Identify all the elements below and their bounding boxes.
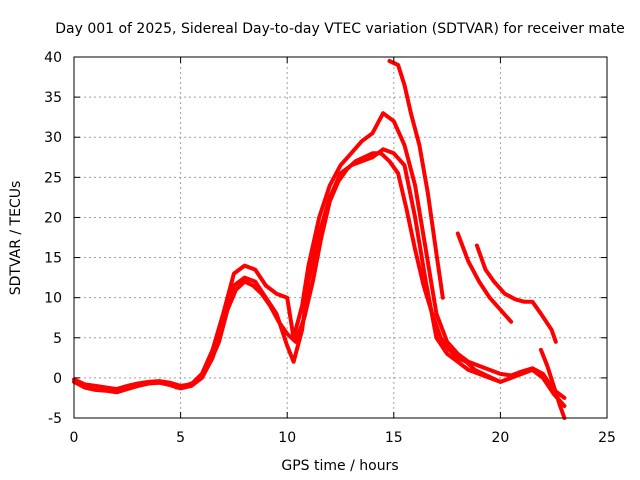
series-line-track-e	[455, 231, 514, 324]
y-tick-label: 5	[53, 331, 62, 347]
plot-frame	[73, 56, 608, 419]
x-tick-label: 25	[598, 430, 616, 446]
x-axis-label: GPS time / hours	[281, 458, 398, 474]
y-tick-label: 0	[53, 371, 62, 387]
y-tick-label: 30	[44, 130, 62, 146]
y-tick-label: 15	[44, 251, 62, 267]
y-axis-label: SDTVAR / TECUs	[8, 181, 24, 296]
series-line-track-c	[174, 151, 503, 390]
x-tick-label: 20	[491, 430, 509, 446]
y-tick-label: 35	[44, 90, 62, 106]
y-tick-label: 20	[44, 210, 62, 226]
y-tick-labels: -5 0 5 10 15 20 25 30 35 40	[44, 50, 62, 427]
y-tick-label: 10	[44, 291, 62, 307]
y-tick-label: 25	[44, 170, 62, 186]
x-tick-label: 5	[176, 430, 185, 446]
x-tick-labels: 0 5 10 15 20 25	[70, 430, 616, 446]
ticks	[73, 56, 608, 419]
x-tick-label: 0	[70, 430, 79, 446]
series-line-track-g	[538, 347, 567, 420]
series-line-track-d	[387, 59, 445, 300]
series-line-track-f	[474, 243, 558, 344]
series-layer	[72, 59, 567, 420]
y-tick-label: -5	[48, 411, 62, 427]
x-tick-label: 15	[385, 430, 403, 446]
chart-title: Day 001 of 2025, Sidereal Day-to-day VTE…	[55, 21, 625, 37]
y-tick-label: 40	[44, 50, 62, 66]
x-tick-label: 10	[278, 430, 296, 446]
